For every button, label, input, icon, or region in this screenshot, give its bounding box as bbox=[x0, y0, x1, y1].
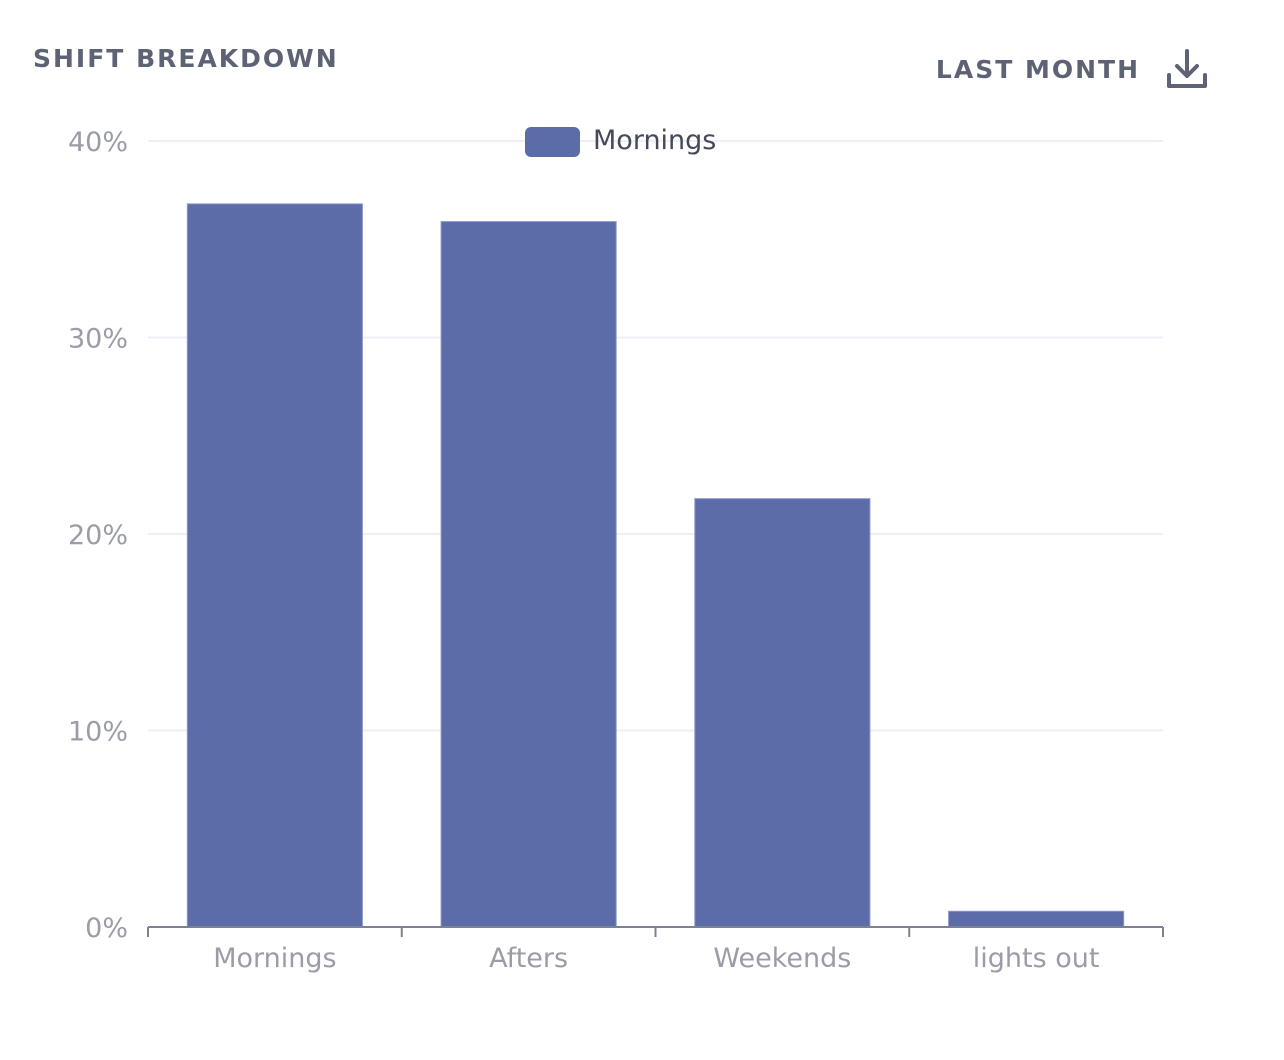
x-tick-label: Mornings bbox=[213, 943, 336, 974]
x-tick-label: lights out bbox=[973, 943, 1100, 974]
y-tick-label: 30% bbox=[68, 324, 128, 355]
y-tick-label: 0% bbox=[85, 913, 128, 944]
download-icon[interactable] bbox=[1162, 44, 1212, 94]
y-tick-label: 20% bbox=[68, 520, 128, 551]
x-tick-label: Weekends bbox=[713, 943, 851, 974]
bars bbox=[186, 203, 1125, 928]
bar bbox=[694, 498, 871, 928]
y-axis: 0% 10% 20% 30% 40% bbox=[68, 127, 128, 944]
x-axis: Mornings Afters Weekends lights out bbox=[147, 926, 1164, 974]
bar bbox=[948, 910, 1125, 928]
legend-label: Mornings bbox=[593, 125, 716, 156]
legend-swatch bbox=[525, 127, 580, 157]
bar bbox=[440, 221, 617, 928]
card-title: SHIFT BREAKDOWN bbox=[33, 44, 339, 73]
bar bbox=[186, 203, 363, 928]
x-tick-label: Afters bbox=[489, 943, 568, 974]
legend[interactable]: Mornings bbox=[525, 125, 716, 157]
y-tick-label: 40% bbox=[68, 127, 128, 158]
y-tick-label: 10% bbox=[68, 717, 128, 748]
period-selector[interactable]: LAST MONTH bbox=[936, 44, 1212, 94]
period-label: LAST MONTH bbox=[935, 54, 1140, 84]
